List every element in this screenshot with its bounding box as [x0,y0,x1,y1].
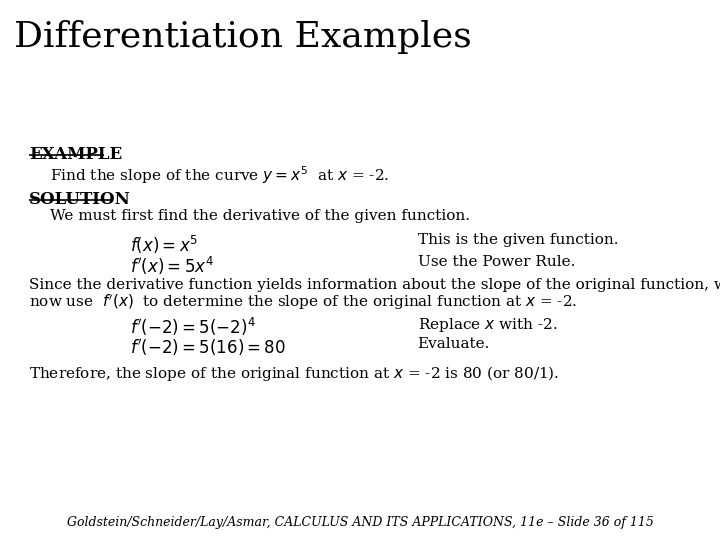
Text: We must first find the derivative of the given function.: We must first find the derivative of the… [50,209,470,223]
Text: $f'(x)= 5x^4$: $f'(x)= 5x^4$ [130,255,214,277]
Text: Since the derivative function yields information about the slope of the original: Since the derivative function yields inf… [29,278,720,292]
Text: $f'(-2)= 5(-2)^4$: $f'(-2)= 5(-2)^4$ [130,316,256,338]
Text: This is the given function.: This is the given function. [418,233,618,247]
Text: now use  $f'(x)$  to determine the slope of the original function at $x$ = -2.: now use $f'(x)$ to determine the slope o… [29,292,577,312]
Text: Therefore, the slope of the original function at $x$ = -2 is 80 (or 80/1).: Therefore, the slope of the original fun… [29,364,559,383]
Text: Goldstein/Schneider/Lay/Asmar, CALCULUS AND ITS APPLICATIONS, 11e – Slide 36 of : Goldstein/Schneider/Lay/Asmar, CALCULUS … [66,516,654,530]
Text: EXAMPLE: EXAMPLE [29,146,122,163]
Text: Find the slope of the curve $y = x^5$  at $x$ = -2.: Find the slope of the curve $y = x^5$ at… [50,164,390,186]
Text: $f(x)= x^5$: $f(x)= x^5$ [130,233,198,255]
Text: Replace $x$ with -2.: Replace $x$ with -2. [418,316,557,334]
Text: Differentiation Examples: Differentiation Examples [14,20,472,54]
Text: Use the Power Rule.: Use the Power Rule. [418,255,575,269]
Text: $f'(-2)= 5(16)= 80$: $f'(-2)= 5(16)= 80$ [130,337,286,358]
Text: SOLUTION: SOLUTION [29,191,130,208]
Text: Evaluate.: Evaluate. [418,337,490,351]
